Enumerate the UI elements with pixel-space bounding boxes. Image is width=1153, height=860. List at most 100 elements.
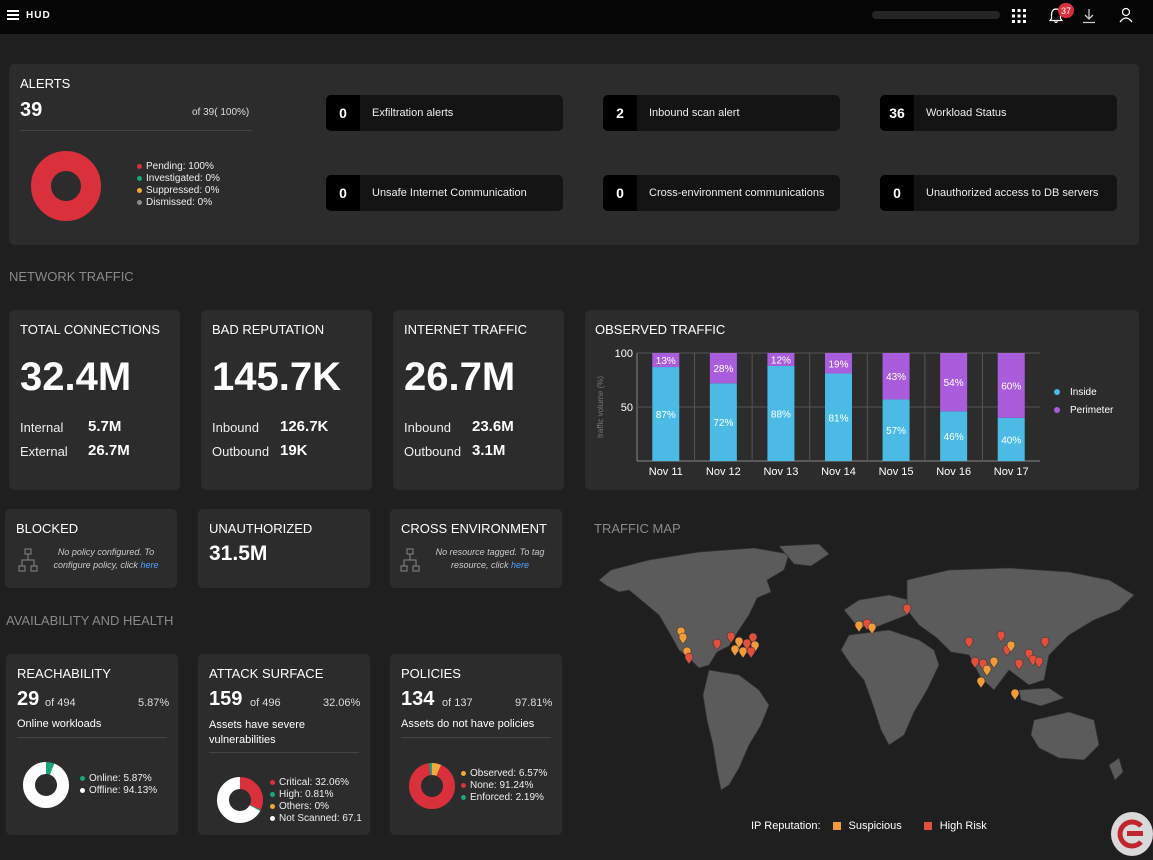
world-map[interactable]	[589, 540, 1139, 810]
divider	[209, 752, 359, 753]
tag-resource-link[interactable]: here	[511, 560, 530, 570]
chip-label: Inbound scan alert	[649, 107, 740, 119]
bar-inside[interactable]	[882, 399, 910, 461]
suspicious-pin-icon[interactable]	[738, 646, 748, 659]
configure-policy-link[interactable]: here	[140, 560, 159, 570]
legend-investigated: Investigated: 0%	[146, 172, 220, 184]
download-icon[interactable]	[1082, 8, 1096, 24]
attack-surface-legend: Critical: 32.06% High: 0.81% Others: 0% …	[270, 776, 366, 824]
bar-perimeter[interactable]	[767, 353, 795, 366]
card-of: of 496	[250, 697, 281, 709]
internet-traffic-card[interactable]: INTERNET TRAFFIC 26.7M Inbound 23.6M Out…	[393, 310, 564, 490]
high-risk-pin-icon[interactable]	[726, 631, 736, 644]
apps-grid-icon[interactable]	[1012, 9, 1026, 23]
high-risk-pin-icon[interactable]	[1014, 658, 1024, 671]
suspicious-pin-icon[interactable]	[976, 676, 986, 689]
cross-environment-card[interactable]: CROSS ENVIRONMENT No resource tagged. To…	[390, 509, 562, 588]
bar-inside[interactable]	[709, 383, 737, 461]
bar-inside[interactable]	[940, 411, 968, 461]
suspicious-pin-icon[interactable]	[730, 644, 740, 657]
x-tick-label: Nov 11	[649, 466, 683, 478]
alerts-panel: ALERTS 39 of 39( 100%) Pending: 100% Inv…	[9, 64, 1139, 245]
high-risk-pin-icon[interactable]	[712, 638, 722, 651]
alerts-title: ALERTS	[20, 76, 71, 91]
suspicious-pin-icon[interactable]	[982, 664, 992, 677]
policies-card[interactable]: POLICIES 134 of 137 97.81% Assets do not…	[390, 654, 562, 835]
card-title: BLOCKED	[16, 521, 79, 536]
bar-inside[interactable]	[825, 373, 852, 461]
bad-reputation-card[interactable]: BAD REPUTATION 145.7K Inbound 126.7K Out…	[201, 310, 372, 490]
legend-dot	[461, 770, 466, 776]
suspicious-pin-icon[interactable]	[678, 632, 688, 645]
bar-inside[interactable]	[652, 367, 680, 461]
high-risk-pin-icon[interactable]	[1034, 656, 1044, 669]
bar-data-label: 87%	[656, 410, 676, 421]
bar-perimeter[interactable]	[940, 353, 968, 412]
bar-perimeter[interactable]	[652, 353, 680, 368]
suspicious-pin-icon[interactable]	[734, 636, 744, 649]
divider	[401, 737, 551, 738]
bar-inside[interactable]	[997, 417, 1025, 461]
high-risk-pin-icon[interactable]	[978, 658, 988, 671]
chip-label: Unauthorized access to DB servers	[926, 187, 1099, 199]
chip-count: 0	[326, 175, 360, 211]
suspicious-pin-icon[interactable]	[750, 640, 760, 653]
alerts-legend: Pending: 100% Investigated: 0% Suppresse…	[137, 160, 220, 208]
chip-workload-status[interactable]: 36 Workload Status	[880, 95, 1117, 131]
chip-unauthorized-db[interactable]: 0 Unauthorized access to DB servers	[880, 175, 1117, 211]
suspicious-pin-icon[interactable]	[989, 656, 999, 669]
y-axis-label: traffic volume (%)	[596, 376, 605, 438]
app-name: HUD	[26, 10, 51, 21]
high-risk-pin-icon[interactable]	[996, 630, 1006, 643]
bar-perimeter[interactable]	[882, 353, 910, 400]
total-connections-card[interactable]: TOTAL CONNECTIONS 32.4M Internal 5.7M Ex…	[9, 310, 180, 490]
chip-label: Unsafe Internet Communication	[372, 187, 527, 199]
high-risk-pin-icon[interactable]	[684, 652, 694, 665]
attack-surface-card[interactable]: ATTACK SURFACE 159 of 496 32.06% Assets …	[198, 654, 370, 835]
high-risk-pin-icon[interactable]	[964, 636, 974, 649]
high-risk-swatch	[923, 822, 932, 830]
attack-surface-donut	[217, 777, 263, 823]
legend-critical: Critical: 32.06%	[279, 776, 350, 788]
high-risk-pin-icon[interactable]	[748, 632, 758, 645]
chip-exfiltration[interactable]: 0 Exfiltration alerts	[326, 95, 563, 131]
suspicious-pin-icon[interactable]	[1006, 640, 1016, 653]
bar-data-label: 54%	[944, 378, 964, 389]
brand-logo-icon[interactable]	[1111, 812, 1153, 856]
legend-dot	[137, 163, 142, 169]
bar-perimeter[interactable]	[825, 353, 852, 374]
unauthorized-card[interactable]: UNAUTHORIZED 31.5M	[198, 509, 370, 588]
chip-unsafe-internet[interactable]: 0 Unsafe Internet Communication	[326, 175, 563, 211]
high-risk-pin-icon[interactable]	[970, 656, 980, 669]
reachability-card[interactable]: REACHABILITY 29 of 494 5.87% Online work…	[6, 654, 178, 835]
suspicious-pin-icon[interactable]	[676, 626, 686, 639]
bar-perimeter[interactable]	[997, 353, 1025, 418]
bar-inside[interactable]	[767, 365, 795, 461]
chip-count: 0	[880, 175, 914, 211]
high-risk-pin-icon[interactable]	[1040, 636, 1050, 649]
legend-dot	[80, 775, 85, 781]
bar-perimeter[interactable]	[709, 353, 737, 384]
user-profile-icon[interactable]	[1119, 7, 1133, 23]
blocked-card[interactable]: BLOCKED No policy configured. To configu…	[5, 509, 177, 588]
high-risk-pin-icon[interactable]	[742, 638, 752, 651]
card-title: ATTACK SURFACE	[209, 666, 324, 681]
high-risk-pin-icon[interactable]	[902, 603, 912, 616]
high-risk-pin-icon[interactable]	[1024, 648, 1034, 661]
suspicious-pin-icon[interactable]	[854, 620, 864, 633]
suspicious-pin-icon[interactable]	[682, 646, 692, 659]
suspicious-pin-icon[interactable]	[1010, 688, 1020, 701]
suspicious-pin-icon[interactable]	[867, 622, 877, 635]
map-pins	[676, 603, 1050, 701]
card-title: POLICIES	[401, 666, 461, 681]
bar-data-label: 28%	[713, 364, 733, 375]
card-of: of 137	[442, 697, 473, 709]
note-text: No resource tagged. To tag resource, cli…	[435, 547, 545, 570]
card-of: of 494	[45, 697, 76, 709]
chip-inbound-scan[interactable]: 2 Inbound scan alert	[603, 95, 840, 131]
high-risk-pin-icon[interactable]	[746, 646, 756, 659]
top-bar: HUD 37	[0, 0, 1153, 34]
hamburger-menu-icon[interactable]	[7, 10, 19, 20]
stat-value: 19K	[280, 442, 308, 459]
chip-cross-environment[interactable]: 0 Cross-environment communications	[603, 175, 840, 211]
